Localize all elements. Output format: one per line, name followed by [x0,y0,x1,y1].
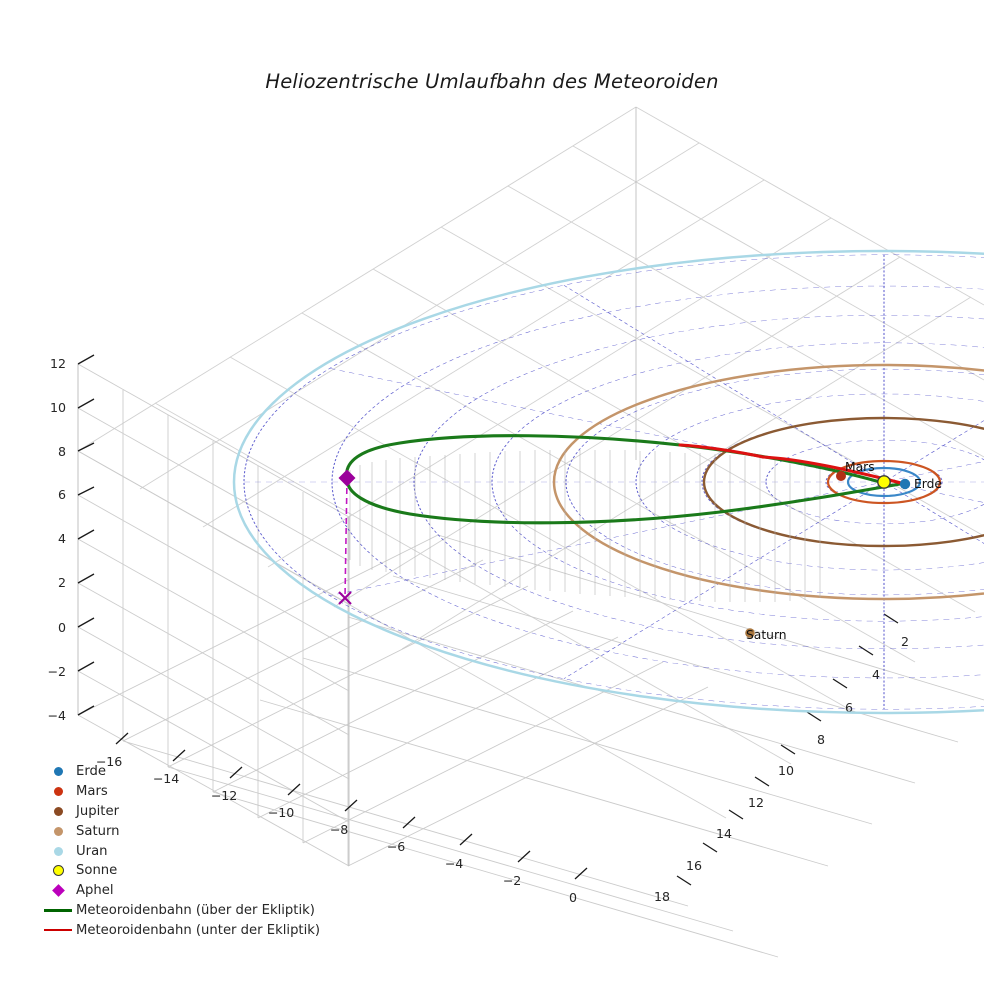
y-tick-label: 14 [716,826,732,841]
x-tick-label: −2 [503,873,522,888]
line-icon [40,901,76,921]
orbit-jupiter [702,416,984,548]
page-title: Heliozentrische Umlaufbahn des Meteoroid… [265,70,719,93]
y-axis: 2 4 6 8 10 12 14 16 18 [654,613,909,904]
z-axis: 12 10 8 6 4 2 0 −2 −4 [47,354,95,723]
legend-item-track-below[interactable]: Meteoroidenbahn (unter der Ekliptik) [40,920,360,940]
y-tick-label: 18 [654,889,670,904]
pane-floor-grid [77,534,984,958]
orbit-erde [846,466,922,498]
x-axis: −16 −14 −12 −10 −8 −6 −4 −2 0 [96,732,588,905]
circle-icon [40,841,76,861]
aphelion-group [338,469,356,605]
legend-label: Jupiter [76,803,119,819]
x-tick-label: −10 [268,805,295,820]
z-tick-label: 6 [58,487,66,502]
legend-label: Erde [76,764,107,780]
x-tick-label: −8 [330,822,349,837]
legend-item-uran[interactable]: Uran [40,841,360,861]
legend: Erde Mars Jupiter Saturn Uran [40,762,360,940]
meteoroid-track-above-ecliptic [345,434,882,484]
x-tick-label: −12 [211,788,238,803]
x-tick-label: −14 [153,771,180,786]
legend-label: Aphel [76,883,114,899]
body-markers: Erde Mars Saturn [745,460,942,642]
z-tick-label: 8 [58,444,66,459]
meteoroid-track-above-ecliptic-return [345,476,902,525]
y-tick-label: 4 [872,667,880,682]
z-tick-label: 0 [58,620,66,635]
y-tick-label: 6 [845,700,853,715]
circle-icon [40,821,76,841]
marker-saturn [745,628,755,638]
aphelion-ground-x [338,591,352,605]
y-tick-label: 12 [748,795,764,810]
legend-label: Meteoroidenbahn (unter der Ekliptik) [76,922,321,938]
y-tick-label: 8 [817,732,825,747]
y-tick-label: 10 [778,763,794,778]
z-tick-label: 12 [50,356,66,371]
marker-sonne [877,475,891,489]
legend-item-saturn[interactable]: Saturn [40,821,360,841]
circle-icon [40,782,76,802]
legend-label: Sonne [76,863,118,879]
legend-item-track-above[interactable]: Meteoroidenbahn (über der Ekliptik) [40,901,360,921]
legend-label: Uran [76,843,108,859]
circle-icon [40,861,76,881]
legend-label: Meteoroidenbahn (über der Ekliptik) [76,902,315,918]
diamond-icon [40,881,76,901]
meteoroid-track-below-ecliptic-2 [678,443,765,459]
legend-item-aphel[interactable]: Aphel [40,881,360,901]
x-tick-label: −6 [387,839,406,854]
aphelion-drop-line [344,477,348,599]
y-tick-label: 2 [901,634,909,649]
circle-icon [40,762,76,782]
line-icon [40,920,76,940]
orbit-uran [232,249,984,715]
z-tick-label: 4 [58,531,66,546]
label-saturn: Saturn [746,628,787,642]
legend-item-mars[interactable]: Mars [40,782,360,802]
z-tick-label: 10 [50,400,66,415]
x-tick-label: −4 [445,856,464,871]
legend-label: Saturn [76,823,120,839]
label-erde: Erde [914,477,942,491]
legend-item-jupiter[interactable]: Jupiter [40,802,360,822]
z-tick-label: 2 [58,575,66,590]
marker-mars [836,471,846,481]
orbit-mars [826,459,942,505]
y-tick-label: 16 [686,858,702,873]
legend-item-erde[interactable]: Erde [40,762,360,782]
x-tick-label: 0 [569,890,577,905]
z-tick-label: −2 [47,664,66,679]
planet-orbits [232,249,984,715]
x-tick-label: −16 [96,754,123,769]
label-mars: Mars [845,460,875,474]
meteoroid-track [345,434,907,525]
legend-item-sonne[interactable]: Sonne [40,861,360,881]
aphelion-marker [338,469,356,487]
legend-label: Mars [76,784,108,800]
z-tick-label: −4 [47,708,66,723]
orbit-saturn [552,363,984,601]
marker-erde [899,478,911,490]
circle-icon [40,802,76,822]
